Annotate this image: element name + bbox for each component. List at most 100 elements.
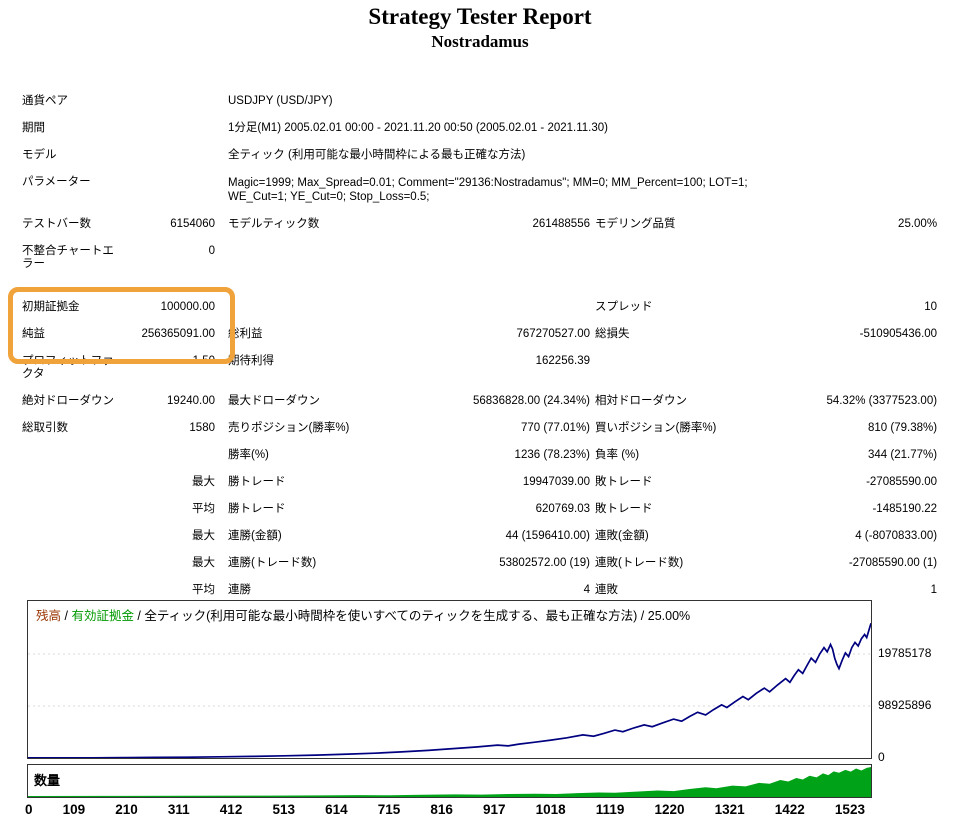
stat-value: 162256.39: [535, 355, 590, 367]
empty-cell: [127, 169, 215, 211]
x-axis-label: 917: [483, 802, 506, 817]
x-axis-label: 1321: [714, 802, 745, 817]
empty-cell: [215, 115, 228, 142]
stat-value: 平均: [192, 584, 215, 596]
stat-label: 連敗(トレード数): [595, 557, 684, 569]
stat-label: 連勝(金額): [228, 530, 282, 542]
legend-item: 全ティック(利用可能な最小時間枠を使いすべてのティックを生成する、最も正確な方法…: [144, 609, 691, 623]
stat-value: 56836828.00 (24.34%): [472, 395, 590, 407]
empty-cell: [398, 238, 590, 278]
stat-label: 総損失: [595, 328, 630, 340]
stat-label: 連勝(トレード数): [228, 557, 317, 569]
empty-cell: [228, 294, 398, 321]
table-row: 不整合チャートエラー 0: [22, 238, 937, 278]
stat-label: 勝トレード: [228, 503, 286, 515]
empty-cell: [22, 496, 127, 523]
report-subtitle: Nostradamus: [431, 32, 529, 51]
stat-value: 10: [924, 301, 938, 313]
empty-cell: [215, 469, 228, 496]
parameters-text: Magic=1999; Max_Spread=0.01; Comment="29…: [228, 177, 748, 203]
stat-label: モデルティック数: [228, 218, 320, 230]
empty-cell: [595, 238, 765, 278]
x-axis-label: 816: [430, 802, 453, 817]
x-axis-label: 1220: [654, 802, 685, 817]
x-axis-label: 1422: [774, 802, 805, 817]
table-row: プロフィットファクタ 1.50 期待利得 162256.39: [22, 348, 937, 388]
stat-label: 総取引数: [22, 422, 68, 434]
stat-value: 810 (79.38%): [868, 422, 938, 434]
table-row-highlighted: 初期証拠金 100000.00 スプレッド 10: [22, 294, 937, 321]
stat-value: Magic=1999; Max_Spread=0.01; Comment="29…: [228, 169, 937, 211]
stat-value: USDJPY (USD/JPY): [228, 95, 333, 107]
x-axis-label: 614: [325, 802, 348, 817]
stat-label: 連敗: [595, 584, 618, 596]
x-axis-label: 210: [115, 802, 138, 817]
spacer-row: [22, 278, 937, 294]
stat-label: テストバー数: [22, 218, 91, 230]
stat-value: 1分足(M1) 2005.02.01 00:00 - 2021.11.20 00…: [228, 122, 608, 134]
stat-value: 19240.00: [167, 395, 215, 407]
x-axis-label: 0: [25, 802, 33, 817]
stat-label: 期間: [22, 122, 45, 134]
table-row: 最大 勝トレード 19947039.00 敗トレード -27085590.00: [22, 469, 937, 496]
stat-label: 不整合チャートエラー: [22, 245, 114, 270]
table-row: 総取引数 1580 売りポジション(勝率%) 770 (77.01%) 買いポジション(…: [22, 415, 937, 442]
stat-label: モデリング品質: [595, 218, 676, 230]
legend-item: 残高: [36, 609, 62, 623]
empty-cell: [127, 142, 215, 169]
empty-cell: [215, 88, 228, 115]
stat-value: -27085590.00: [866, 476, 938, 488]
stat-value: 261488556: [532, 218, 590, 230]
stat-value: 全ティック (利用可能な最小時間枠による最も正確な方法): [228, 149, 526, 161]
empty-cell: [22, 469, 127, 496]
empty-cell: [215, 523, 228, 550]
stat-label: 初期証拠金: [22, 301, 80, 313]
stat-value: 6154060: [170, 218, 215, 230]
stat-label: 売りポジション(勝率%): [228, 422, 350, 434]
empty-cell: [215, 415, 228, 442]
empty-cell: [215, 211, 228, 238]
empty-cell: [22, 442, 127, 469]
empty-cell: [215, 321, 228, 348]
empty-cell: [215, 169, 228, 211]
stat-label: 連敗(金額): [595, 530, 649, 542]
x-axis-label: 412: [219, 802, 243, 817]
stat-value: 620769.03: [535, 503, 590, 515]
x-axis-label: 1523: [834, 802, 865, 817]
empty-cell: [215, 142, 228, 169]
empty-cell: [127, 442, 215, 469]
empty-cell: [228, 238, 398, 278]
stat-value: 54.32% (3377523.00): [826, 395, 938, 407]
stat-value: 1580: [189, 422, 215, 434]
report-title: Strategy Tester Report: [368, 4, 592, 29]
stat-label: 相対ドローダウン: [595, 395, 687, 407]
stat-label: 連勝: [228, 584, 251, 596]
table-row: 平均 連勝 4 連敗 1: [22, 577, 937, 604]
table-row: テストバー数 6154060 モデルティック数 261488556 モデリング品質 25.…: [22, 211, 937, 238]
x-axis-label: 1119: [595, 802, 625, 817]
stats-table: 通貨ペア USDJPY (USD/JPY) 期間 1分足(M1) 2005.02.01…: [22, 88, 937, 604]
table-row: 勝率(%) 1236 (78.23%) 負率 (%) 344 (21.77%): [22, 442, 937, 469]
stat-label: 敗トレード: [595, 476, 653, 488]
x-axis-label: 109: [62, 802, 86, 817]
stat-label: 買いポジション(勝率%): [595, 422, 717, 434]
empty-cell: [215, 442, 228, 469]
empty-cell: [215, 294, 228, 321]
stat-label: 最大ドローダウン: [228, 395, 320, 407]
x-axis-label: 513: [272, 802, 295, 817]
y-axis-label: 19785178: [878, 646, 932, 660]
stat-label: 期待利得: [228, 355, 274, 367]
stat-value: 最大: [192, 530, 215, 542]
stat-label: スプレッド: [595, 301, 653, 313]
table-row: パラメーター Magic=1999; Max_Spread=0.01; Comme…: [22, 169, 937, 211]
stat-value: -510905436.00: [859, 328, 938, 340]
balance-curve: [28, 622, 871, 758]
stat-label: 敗トレード: [595, 503, 653, 515]
stat-label: 勝率(%): [228, 449, 269, 461]
empty-cell: [22, 523, 127, 550]
table-row: 平均 勝トレード 620769.03 敗トレード -1485190.22: [22, 496, 937, 523]
table-row: 絶対ドローダウン 19240.00 最大ドローダウン 56836828.00 (24.…: [22, 388, 937, 415]
empty-cell: [215, 348, 228, 388]
stat-label: 勝トレード: [228, 476, 286, 488]
